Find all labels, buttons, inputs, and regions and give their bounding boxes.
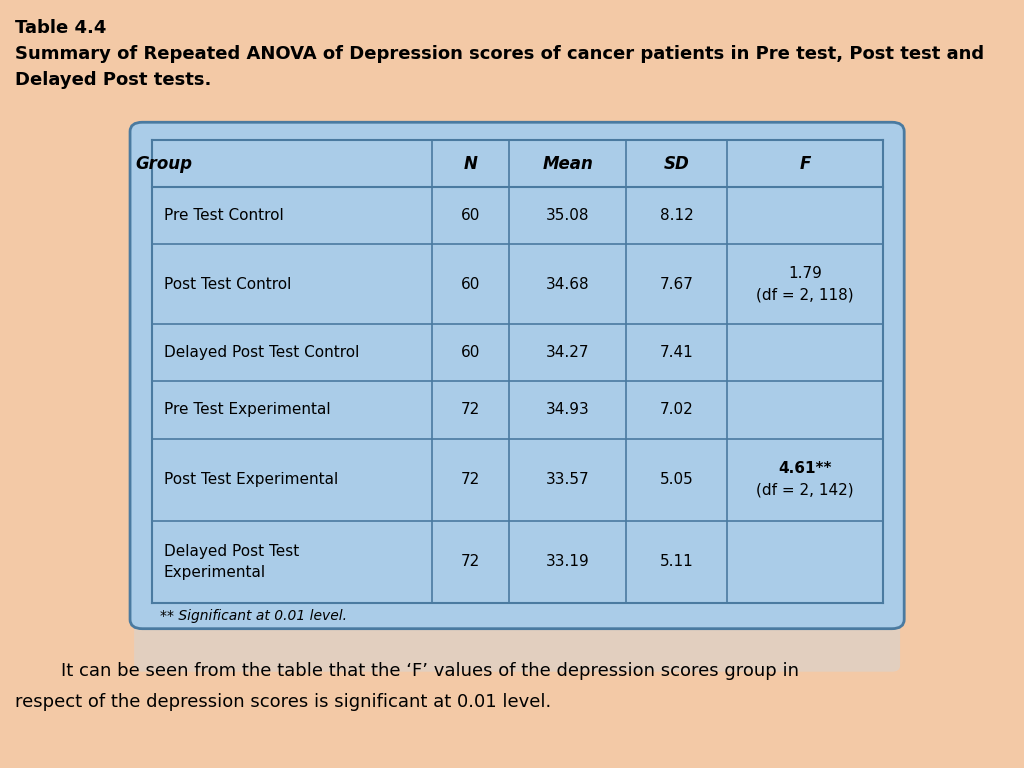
Text: ** Significant at 0.01 level.: ** Significant at 0.01 level. [160,609,347,623]
Text: 7.41: 7.41 [659,346,693,360]
Text: 72: 72 [461,554,480,569]
Text: 33.19: 33.19 [546,554,590,569]
Text: It can be seen from the table that the ‘F’ values of the depression scores group: It can be seen from the table that the ‘… [15,662,800,680]
Text: 1.79: 1.79 [788,266,822,281]
Text: Delayed Post tests.: Delayed Post tests. [15,71,212,88]
Text: 60: 60 [461,277,480,292]
Text: respect of the depression scores is significant at 0.01 level.: respect of the depression scores is sign… [15,693,552,710]
Text: Mean: Mean [543,154,593,173]
Text: 60: 60 [461,208,480,223]
Text: 5.11: 5.11 [659,554,693,569]
Text: Post Test Control: Post Test Control [164,277,291,292]
Text: 34.68: 34.68 [546,277,590,292]
Text: 34.27: 34.27 [546,346,590,360]
Text: Pre Test Control: Pre Test Control [164,208,284,223]
Text: F: F [799,154,811,173]
Text: SD: SD [664,154,689,173]
Text: 34.93: 34.93 [546,402,590,418]
Text: 4.61**: 4.61** [778,462,831,476]
Text: Pre Test Experimental: Pre Test Experimental [164,402,331,418]
Text: Delayed Post Test Control: Delayed Post Test Control [164,346,359,360]
Text: 33.57: 33.57 [546,472,590,487]
Text: (df = 2, 118): (df = 2, 118) [756,288,854,303]
Text: 72: 72 [461,472,480,487]
Text: 72: 72 [461,402,480,418]
Text: Summary of Repeated ANOVA of Depression scores of cancer patients in Pre test, P: Summary of Repeated ANOVA of Depression … [15,45,984,62]
Text: Table 4.4: Table 4.4 [15,19,106,37]
Text: N: N [464,154,477,173]
Text: Post Test Experimental: Post Test Experimental [164,472,338,487]
Text: 60: 60 [461,346,480,360]
Text: Group: Group [135,154,193,173]
Text: 7.67: 7.67 [659,277,693,292]
Text: (df = 2, 142): (df = 2, 142) [756,483,854,498]
Text: 8.12: 8.12 [659,208,693,223]
Text: Delayed Post Test: Delayed Post Test [164,544,299,558]
Text: Experimental: Experimental [164,565,266,580]
Text: 35.08: 35.08 [546,208,590,223]
Text: 7.02: 7.02 [659,402,693,418]
Text: 5.05: 5.05 [659,472,693,487]
